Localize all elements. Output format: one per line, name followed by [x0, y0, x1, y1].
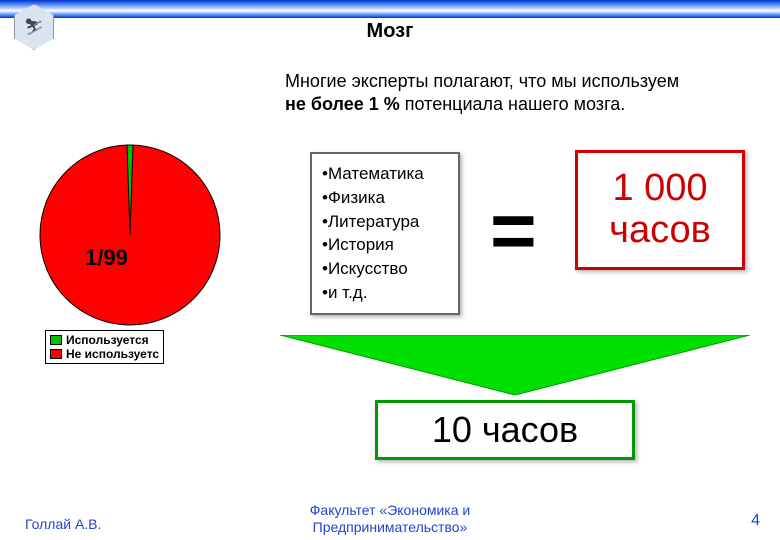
legend-swatch-used — [50, 335, 62, 345]
result-value: 1 000 — [612, 168, 707, 210]
subtitle-line1: Многие эксперты полагают, что мы использ… — [285, 71, 679, 91]
subtitle-rest: потенциала нашего мозга. — [400, 94, 625, 114]
subject-item: •Физика — [322, 186, 448, 210]
subject-item: •Математика — [322, 162, 448, 186]
subject-item: •Искусство — [322, 257, 448, 281]
slide-title: Мозг — [0, 20, 780, 43]
slide-number: 4 — [751, 512, 760, 530]
legend-row-unused: Не используетс — [50, 347, 159, 361]
subject-item: •Литература — [322, 210, 448, 234]
legend-label-used: Используется — [66, 333, 149, 347]
subjects-box: •Математика •Физика •Литература •История… — [310, 152, 460, 315]
pie-legend: Используется Не используетс — [45, 330, 164, 364]
result-unit: часов — [609, 210, 711, 252]
legend-swatch-unused — [50, 349, 62, 359]
arrow-down-icon — [280, 335, 750, 395]
header-band — [0, 0, 780, 18]
subject-item: •и т.д. — [322, 281, 448, 305]
subject-item: •История — [322, 233, 448, 257]
pie-chart — [35, 140, 225, 335]
footer-faculty: Факультет «Экономика иПредпринимательств… — [0, 502, 780, 536]
subtitle-bold: не более 1 % — [285, 94, 400, 114]
bottom-result-box: 10 часов — [375, 400, 635, 460]
result-box: 1 000 часов — [575, 150, 745, 270]
legend-row-used: Используется — [50, 333, 159, 347]
subtitle-text: Многие эксперты полагают, что мы использ… — [285, 70, 735, 117]
legend-label-unused: Не используетс — [66, 347, 159, 361]
equals-sign: = — [490, 185, 537, 277]
bottom-result-text: 10 часов — [432, 409, 578, 451]
pie-label: 1/99 — [85, 245, 128, 271]
